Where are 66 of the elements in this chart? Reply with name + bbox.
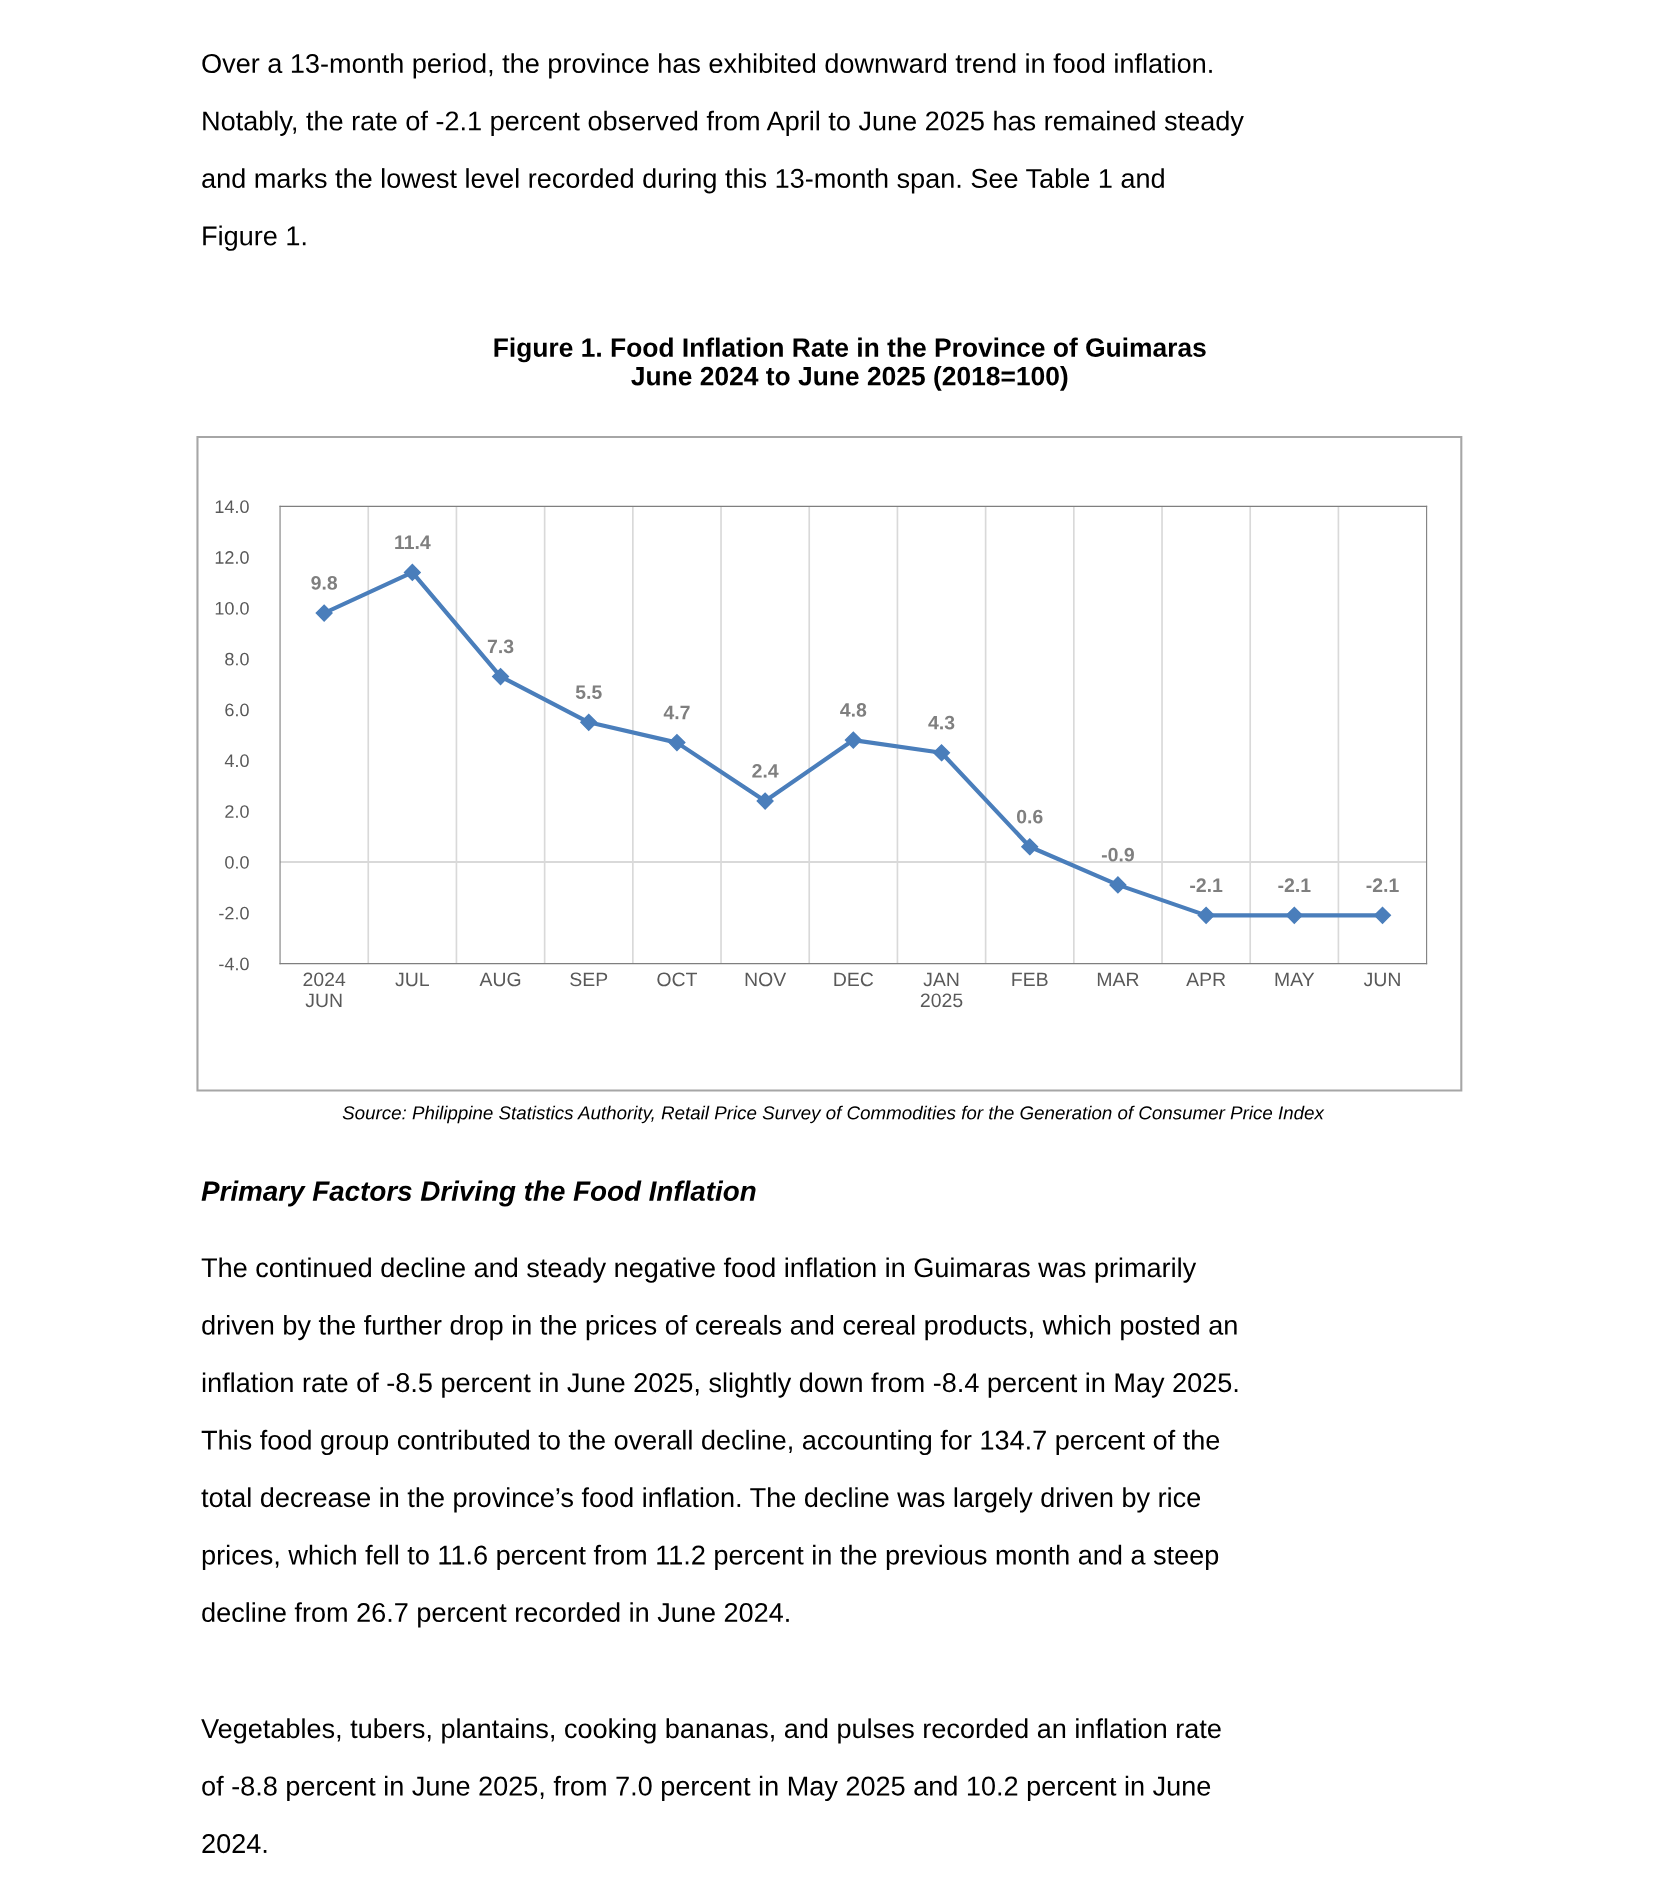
text: 2024. — [202, 1833, 267, 1854]
data-label: 0.6 — [1016, 809, 1043, 824]
y-tick-label: 0.0 — [225, 855, 249, 869]
text: inflation rate of -8.5 percent in June 2025, slightly down from -8.4 percent in May 2025. — [202, 1372, 1238, 1398]
data-label: 4.3 — [928, 715, 955, 730]
x-tick-label: MAR — [1097, 972, 1139, 987]
text: Notably, the rate of -2.1 percent observed from April to June 2025 has remained steady — [203, 110, 1244, 136]
text: and marks the lowest level recorded during this 13-month span. See Table 1 and — [202, 168, 1164, 194]
source-note: Source: Philippine Statistics Authority, Retail Price Survey of Commodities for the Generation of Consumer Price Index — [342, 1105, 1325, 1124]
point — [491, 668, 510, 686]
data-label: 2.4 — [752, 763, 779, 778]
data-label: -0.9 — [1101, 847, 1134, 862]
x-tick-label: NOV — [745, 972, 787, 987]
data-label: 7.3 — [487, 639, 514, 654]
text: prices, which fell to 11.6 percent from 11.2 percent in the previous month and a steep — [202, 1544, 1219, 1571]
x-tick-label: 2024 JUN — [303, 972, 346, 1008]
data-label: -2.1 — [1278, 878, 1311, 892]
x-tick-label: JUN — [1363, 972, 1400, 987]
x-tick-label: FEB — [1012, 972, 1048, 987]
y-tick-label: -2.0 — [219, 906, 249, 920]
y-tick-label: 6.0 — [225, 703, 249, 717]
text: Over a 13-month period, the province has exhibited downward trend in food inflation. — [202, 53, 1212, 79]
y-tick-label: 12.0 — [215, 551, 249, 564]
point — [844, 731, 862, 749]
data-label: 9.8 — [311, 576, 338, 590]
point — [1373, 906, 1392, 924]
data-label: 4.8 — [840, 703, 867, 717]
point — [403, 563, 421, 581]
text: total decrease in the province’s food inflation. The decline was largely driven by rice — [201, 1487, 1201, 1513]
data-label: 11.4 — [395, 535, 431, 549]
y-tick-label: 4.0 — [224, 754, 249, 768]
text: Vegetables, tubers, plantains, cooking bananas, and pulses recorded an inflation rate — [201, 1718, 1221, 1744]
data-label: -2.1 — [1190, 878, 1223, 892]
x-tick-label: SEP — [570, 972, 608, 987]
x-tick-label: JAN 2025 — [920, 972, 963, 1008]
y-tick-label: 8.0 — [225, 652, 249, 666]
text: driven by the further drop in the prices of cereals and cereal products, which posted an — [202, 1314, 1237, 1341]
data-label: -2.1 — [1366, 878, 1399, 892]
text: decline from 26.7 percent recorded in June 2024. — [202, 1602, 789, 1628]
point — [1285, 906, 1303, 924]
point — [668, 734, 686, 752]
text: of -8.8 percent in June 2025, from 7.0 percent in May 2025 and 10.2 percent in June — [202, 1775, 1211, 1802]
text: This food group contributed to the overall decline, accounting for 134.7 percent of the — [201, 1429, 1220, 1456]
point — [756, 792, 774, 810]
x-tick-label: APR — [1186, 972, 1226, 987]
point — [932, 744, 951, 762]
y-tick-label: -4.0 — [219, 957, 249, 971]
x-tick-label: MAY — [1275, 972, 1315, 987]
x-tick-label: DEC — [834, 972, 874, 987]
point — [1021, 838, 1039, 856]
text: The continued decline and steady negative food inflation in Guimaras was primarily — [201, 1257, 1197, 1283]
caption: Figure 1. — [203, 225, 306, 251]
data-label: 5.5 — [575, 685, 602, 700]
y-tick-label: 14.0 — [215, 500, 249, 514]
x-tick-label: JUL — [395, 972, 429, 987]
point — [580, 713, 598, 731]
y-tick-label: 10.0 — [215, 601, 249, 615]
x-tick-label: OCT — [657, 972, 698, 987]
data-label: 4.7 — [663, 705, 690, 720]
point — [315, 604, 333, 622]
text: Primary Factors Driving the Food Inflation — [201, 1180, 756, 1207]
y-tick-label: 2.0 — [225, 805, 249, 818]
chart-title: Figure 1. Food Inflation Rate in the Province of Guimaras June 2024 to June 2025 (2018=100) — [494, 337, 1206, 391]
point — [1109, 876, 1127, 894]
x-tick-label: AUG — [479, 972, 521, 987]
point — [1197, 906, 1215, 924]
